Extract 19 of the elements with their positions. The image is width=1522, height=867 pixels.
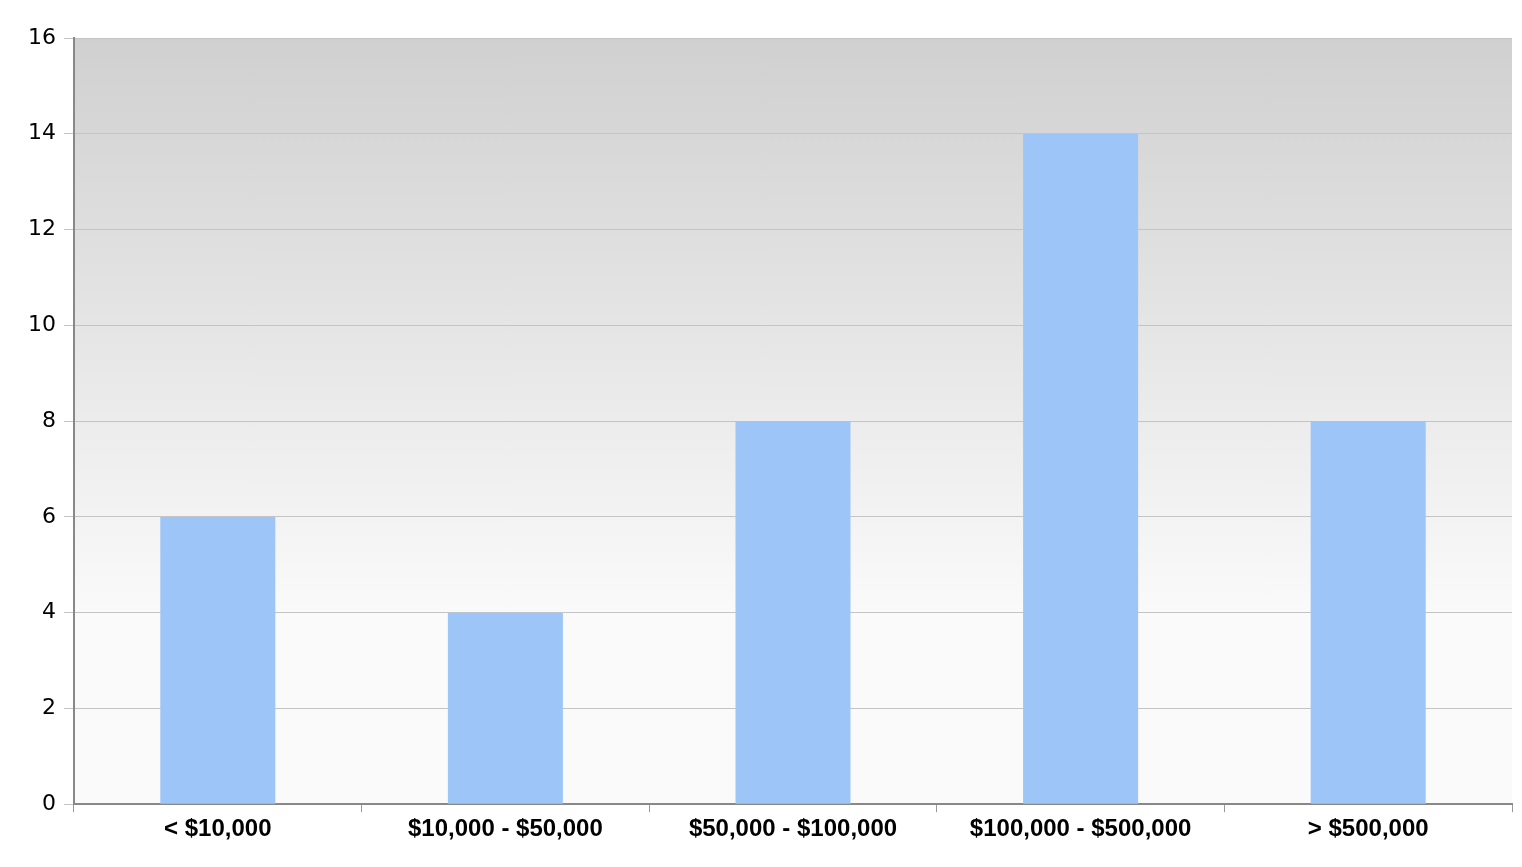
bar [447, 612, 563, 804]
bar [160, 516, 276, 804]
y-tick-label: 6 [41, 502, 56, 528]
y-tick-label: 0 [41, 789, 56, 815]
x-tick-label: > $500,000 [1307, 814, 1429, 842]
x-tick-label: $50,000 - $100,000 [688, 814, 898, 842]
y-tick-label: 4 [41, 598, 56, 624]
y-tick-label: 10 [27, 311, 56, 337]
x-tick-label: < $10,000 [164, 814, 272, 842]
bar [1310, 421, 1426, 804]
bar [735, 421, 851, 804]
bar [1023, 133, 1139, 804]
y-tick-label: 12 [27, 215, 56, 241]
y-tick-label: 8 [41, 406, 56, 432]
x-tick-label: $100,000 - $500,000 [969, 814, 1192, 842]
y-tick-label: 16 [27, 23, 56, 49]
x-tick-label: $10,000 - $50,000 [407, 814, 603, 842]
y-tick-label: 14 [27, 119, 56, 145]
y-tick-label: 2 [41, 694, 56, 720]
